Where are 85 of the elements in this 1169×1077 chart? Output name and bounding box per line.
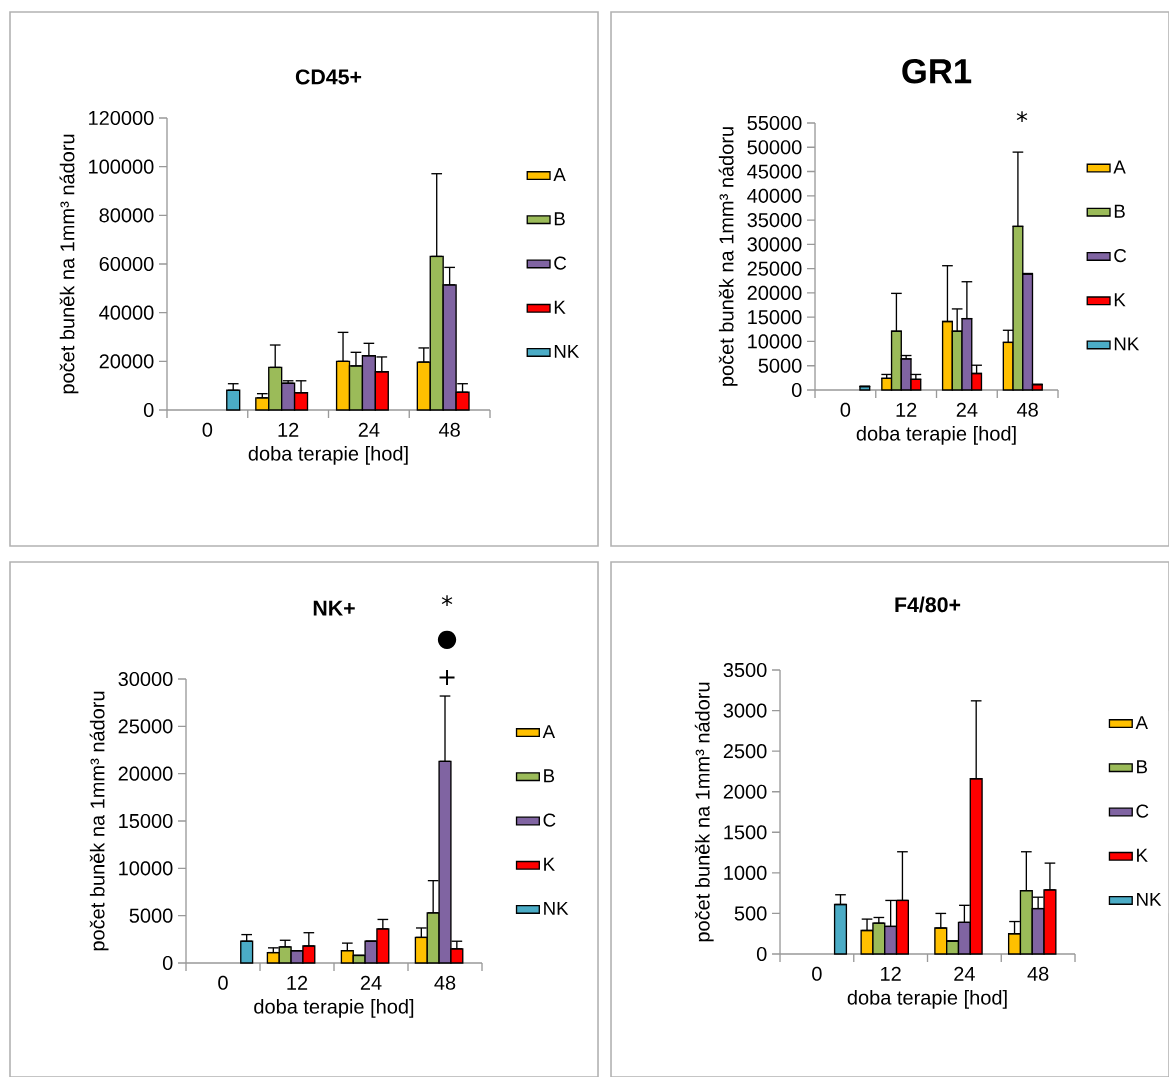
- legend-label: NK: [1137, 893, 1162, 906]
- x-tick-label: 48: [438, 422, 460, 437]
- legend-label: B: [1114, 204, 1125, 218]
- annotation: +: [439, 669, 455, 685]
- y-tick-label: 20000: [118, 766, 173, 781]
- y-tick-label: 0: [162, 955, 173, 971]
- y-tick-label: 1500: [724, 825, 767, 840]
- y-tick-label: 80000: [99, 208, 154, 223]
- y-axis-title: počet buněk na 1mm³ nádoru: [694, 682, 714, 942]
- y-tick-label: 25000: [118, 719, 173, 734]
- legend-label: NK: [544, 902, 569, 915]
- x-axis-title: doba terapie [hod]: [847, 990, 1007, 1009]
- y-tick-label: 45000: [747, 164, 802, 179]
- x-tick-label: 24: [954, 966, 975, 981]
- legend-label: A: [553, 168, 566, 181]
- y-tick-label: 100000: [89, 159, 154, 174]
- y-tick-label: 2500: [723, 744, 767, 759]
- x-axis-title: doba terapie [hod]: [248, 446, 408, 465]
- y-tick-label: 40000: [747, 188, 802, 203]
- y-tick-label: 35000: [747, 212, 802, 228]
- x-tick-label: 12: [896, 402, 917, 417]
- legend-label: C: [1114, 248, 1127, 263]
- y-tick-label: 3000: [723, 703, 767, 718]
- y-tick-label: 120000: [89, 110, 154, 126]
- y-axis-title: počet buněk na 1mm³ nádoru: [718, 127, 738, 386]
- y-tick-label: 0: [791, 382, 802, 398]
- x-tick-label: 24: [360, 975, 382, 990]
- chart-title: GR1: [902, 58, 972, 84]
- legend-label: K: [544, 857, 555, 871]
- y-tick-label: 20000: [99, 354, 154, 369]
- y-tick-label: 10000: [119, 861, 173, 876]
- y-tick-label: 55000: [747, 115, 802, 131]
- legend-label: C: [543, 813, 556, 827]
- y-tick-label: 5000: [129, 908, 173, 923]
- y-tick-label: 20000: [747, 285, 802, 300]
- y-tick-label: 0: [756, 946, 767, 962]
- y-tick-label: 5000: [758, 358, 802, 373]
- legend-label: K: [1114, 293, 1126, 307]
- y-tick-label: 30000: [118, 671, 173, 687]
- x-tick-label: 48: [434, 975, 456, 990]
- x-tick-label: 12: [278, 422, 299, 437]
- x-tick-label: 0: [218, 975, 228, 990]
- chart-title: F4/80+: [895, 596, 961, 613]
- text: *: [1016, 111, 1028, 123]
- legend-label: K: [554, 300, 566, 314]
- y-tick-label: 15000: [119, 813, 173, 829]
- y-tick-label: 30000: [747, 237, 802, 252]
- text: *: [441, 595, 453, 607]
- y-tick-label: 10000: [748, 334, 802, 349]
- text: ●: [437, 630, 457, 649]
- chart-title: NK+: [313, 600, 355, 616]
- y-tick-label: 40000: [99, 305, 154, 320]
- legend-label: A: [1135, 716, 1148, 729]
- x-tick-label: 48: [1027, 966, 1049, 981]
- x-tick-label: 0: [840, 402, 851, 417]
- legend-label: B: [1137, 760, 1148, 774]
- x-tick-label: 48: [1016, 402, 1038, 417]
- y-tick-label: 60000: [99, 256, 154, 272]
- legend-label: B: [544, 769, 555, 783]
- x-tick-label: 12: [287, 975, 308, 990]
- y-tick-label: 50000: [747, 140, 802, 155]
- y-axis-title: počet buněk na 1mm³ nádoru: [59, 134, 79, 394]
- y-tick-label: 2000: [723, 784, 767, 799]
- x-tick-label: 24: [358, 422, 380, 437]
- x-tick-label: 0: [812, 966, 822, 981]
- y-tick-label: 3500: [723, 662, 767, 678]
- legend-label: C: [554, 256, 567, 270]
- y-axis-title: počet buněk na 1mm³ nádoru: [89, 691, 109, 951]
- y-tick-label: 500: [734, 906, 767, 921]
- x-tick-label: 0: [202, 422, 213, 437]
- y-tick-label: 1000: [724, 865, 767, 880]
- legend-label: A: [542, 725, 556, 738]
- y-tick-label: 25000: [747, 261, 802, 276]
- x-axis-title: doba terapie [hod]: [856, 426, 1016, 445]
- chart-title: CD45+: [295, 69, 362, 85]
- legend-label: NK: [554, 345, 580, 358]
- x-axis-title: doba terapie [hod]: [254, 999, 414, 1018]
- legend-label: NK: [1114, 337, 1140, 351]
- y-tick-label: 15000: [748, 310, 802, 325]
- legend-label: B: [554, 212, 565, 226]
- legend-label: A: [1113, 160, 1126, 174]
- legend-label: C: [1136, 804, 1149, 818]
- x-tick-label: 12: [881, 966, 901, 981]
- legend-label: K: [1137, 848, 1148, 862]
- x-tick-label: 24: [956, 402, 978, 417]
